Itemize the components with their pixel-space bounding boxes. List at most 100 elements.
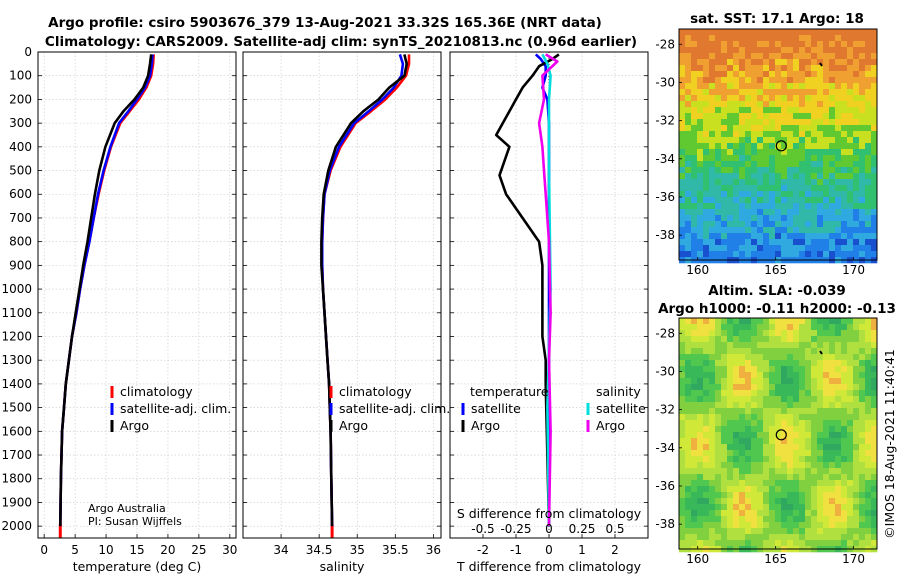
sla-cell-213 (769, 354, 776, 361)
sla-cell-1197 (733, 534, 740, 541)
sla-cell-917 (835, 480, 842, 487)
sla-cell-359 (853, 378, 860, 385)
sst-cell-68 (691, 41, 698, 48)
sst-cell-167 (691, 59, 698, 66)
sst-cell-47 (763, 35, 770, 42)
sst-cell-836 (745, 179, 752, 186)
sla-cell-643 (775, 432, 782, 439)
sst-cell-141 (733, 53, 740, 60)
sst-cell-512 (781, 119, 788, 126)
sla-cell-953 (853, 486, 860, 493)
sla-cell-822 (859, 462, 866, 469)
sst-cell-861 (697, 185, 704, 192)
salinity-axes-frame (242, 51, 442, 539)
sst-cell-354 (823, 89, 830, 96)
sst-cell-406 (739, 101, 746, 108)
sla-cell-343 (757, 378, 764, 385)
sla-cell-297 (679, 372, 686, 379)
sla-cell-944 (799, 486, 806, 493)
sla-map-title-line2: Argo h1000: -0.11 h2000: -0.13 (658, 301, 896, 317)
sst-cell-632 (709, 143, 716, 150)
sla-cell-59 (835, 324, 842, 331)
sst-cell-1008 (787, 209, 794, 216)
s-difference-xlabel: S difference from climatology (457, 506, 642, 521)
sla-cell-594 (679, 426, 686, 433)
sla-cell-520 (829, 408, 836, 415)
sla-cell-934 (739, 486, 746, 493)
sst-cell-2 (691, 29, 698, 36)
sla-cell-1189 (685, 534, 692, 541)
sla-cell-622 (847, 426, 854, 433)
sla-cell-1028 (709, 504, 716, 511)
sst-cell-610 (775, 137, 782, 144)
sla-cell-895 (703, 480, 710, 487)
sst-cell-1096 (721, 227, 728, 234)
sla-cell-966 (733, 492, 740, 499)
sst-cell-1123 (685, 233, 692, 240)
sla-cell-706 (757, 444, 764, 451)
sla-cell-823 (865, 462, 872, 469)
sla-cell-87 (805, 330, 812, 337)
sla-cell-530 (691, 414, 698, 421)
sst-cell-98 (871, 41, 878, 48)
sst-cell-909 (787, 191, 794, 198)
sla-cell-1111 (811, 516, 818, 523)
sla-cell-364 (685, 384, 692, 391)
sla-cell-1154 (871, 522, 878, 529)
sla-cell-1223 (691, 540, 698, 547)
sla-cell-641 (763, 432, 770, 439)
depth-tick-label-17: 1700 (1, 448, 32, 462)
sla-cell-380 (781, 384, 788, 391)
sst-cell-918 (841, 191, 848, 198)
sla-cell-890 (871, 474, 878, 481)
sst-cell-1027 (703, 215, 710, 222)
sst-cell-739 (757, 161, 764, 168)
sst-cell-896 (709, 191, 716, 198)
sla-cell-832 (721, 468, 728, 475)
sst-cell-778 (793, 167, 800, 174)
sst-cell-479 (781, 113, 788, 120)
sla-cell-698 (709, 444, 716, 451)
sst-cell-95 (853, 41, 860, 48)
sla-cell-623 (853, 426, 860, 433)
sst-cell-568 (721, 131, 728, 138)
sla-cell-286 (811, 366, 818, 373)
sla-map-panel: Altim. SLA: -0.039 Argo h1000: -0.11 h20… (655, 283, 896, 566)
sst-cell-864 (715, 185, 722, 192)
sst-cell-401 (709, 101, 716, 108)
sst-cell-1151 (853, 233, 860, 240)
sst-cell-1184 (853, 239, 860, 246)
sla-cell-938 (763, 486, 770, 493)
sst-cell-1076 (799, 221, 806, 228)
sla-cell-68 (691, 330, 698, 337)
sla-cell-835 (739, 468, 746, 475)
sla-cell-559 (865, 414, 872, 421)
sst-cell-642 (769, 143, 776, 150)
sla-cell-428 (871, 390, 878, 397)
sst-cell-1166 (745, 239, 752, 246)
sst-cell-249 (787, 71, 794, 78)
sla-cell-352 (811, 378, 818, 385)
sla-cell-95 (853, 330, 860, 337)
sla-cell-356 (835, 378, 842, 385)
sla-cell-1133 (745, 522, 752, 529)
sst-cell-43 (739, 35, 746, 42)
sst-cell-32 (871, 29, 878, 36)
sla-cell-935 (745, 486, 752, 493)
sst-cell-952 (847, 197, 854, 204)
legend-temperature-heading: temperature (470, 384, 549, 399)
sla-cell-491 (853, 402, 860, 409)
sla-cell-540 (751, 414, 758, 421)
sst-cell-1041 (787, 215, 794, 222)
sla-cell-13 (757, 318, 764, 325)
sst-cell-23 (817, 29, 824, 36)
sla-cell-967 (739, 492, 746, 499)
sla-cell-1044 (805, 504, 812, 511)
depth-tick-label-19: 1900 (1, 495, 32, 509)
sst-cell-668 (727, 149, 734, 156)
sla-cell-525 (859, 408, 866, 415)
sla-cell-1217 (853, 534, 860, 541)
sla-cell-403 (721, 390, 728, 397)
sst-cell-147 (769, 53, 776, 60)
sst-cell-125 (835, 47, 842, 54)
